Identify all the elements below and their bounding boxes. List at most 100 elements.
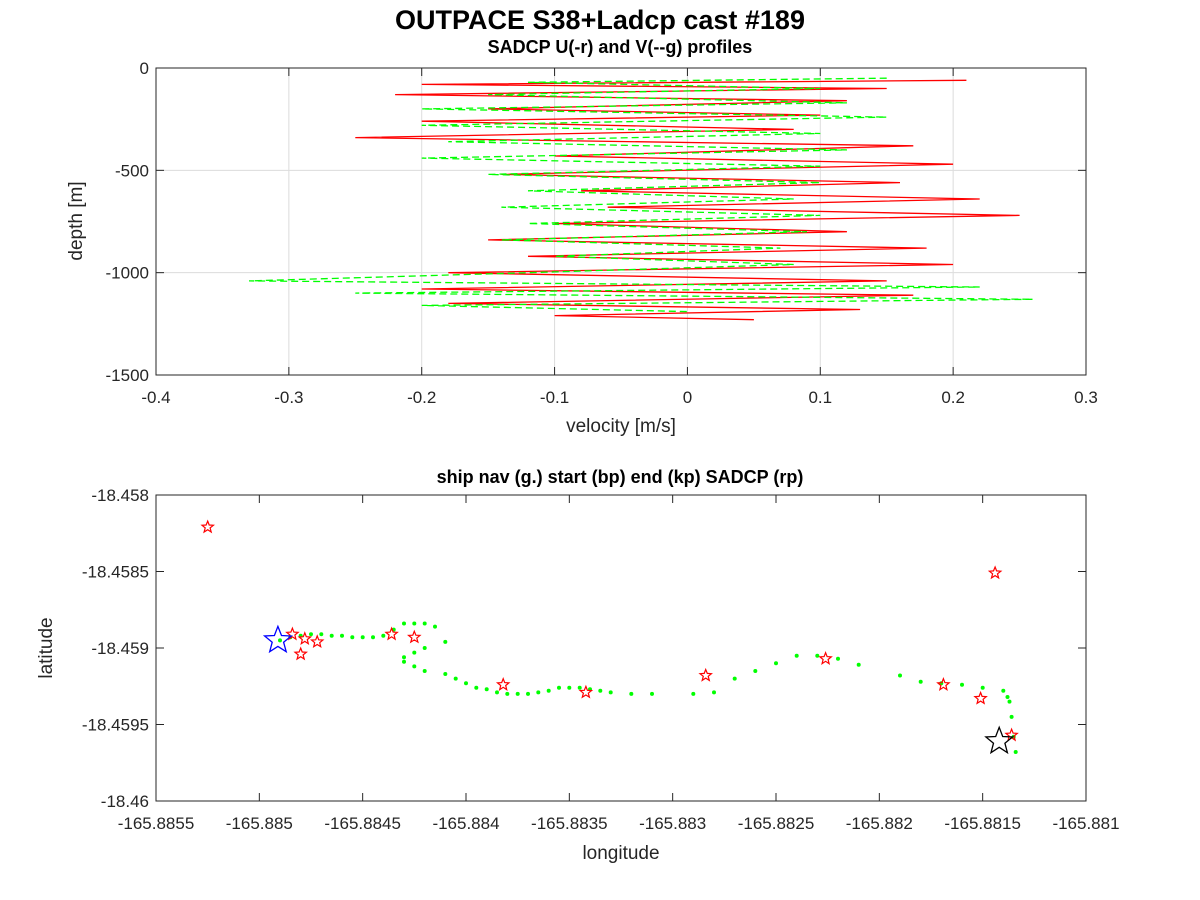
ship-nav-point bbox=[278, 638, 282, 643]
ship-nav-point bbox=[567, 685, 572, 690]
profile-x-tick-label: -0.3 bbox=[274, 388, 303, 407]
nav-y-tick-label: -18.4595 bbox=[82, 716, 149, 735]
nav-x-tick-label: -165.881 bbox=[1052, 814, 1119, 833]
ship-nav-point bbox=[371, 635, 375, 640]
ship-nav-point bbox=[402, 621, 406, 626]
ship-nav-point bbox=[753, 669, 758, 673]
ship-nav-point bbox=[546, 688, 551, 693]
ship-nav-point bbox=[360, 635, 365, 640]
profile-axes-box bbox=[155, 67, 1087, 376]
ship-nav-point bbox=[515, 691, 520, 696]
sadcp-point bbox=[297, 631, 313, 646]
ship-nav-point bbox=[319, 632, 324, 637]
nav-marks bbox=[200, 519, 1019, 755]
sadcp-point bbox=[285, 626, 300, 641]
nav-x-tick-label: -165.884 bbox=[432, 814, 499, 833]
profile-chart: SADCP U(-r) and V(--g) profiles -0.4 -0.3… bbox=[66, 37, 1098, 437]
ship-nav-point bbox=[433, 624, 437, 629]
ship-nav-point bbox=[412, 650, 417, 655]
sadcp-point bbox=[698, 667, 713, 682]
ship-nav-point bbox=[495, 690, 499, 695]
sadcp-point bbox=[200, 519, 215, 534]
sadcp-point bbox=[495, 677, 511, 691]
ship-nav-point bbox=[474, 685, 479, 690]
nav-x-axis-label: longitude bbox=[582, 843, 659, 864]
profile-x-axis-label: velocity [m/s] bbox=[566, 416, 676, 437]
profile-ticks: -0.4 -0.3 -0.2 -0.1 0 0.1 0.2 0.3 -1500 -1000 -500… bbox=[106, 59, 1098, 407]
ship-nav-point bbox=[536, 690, 541, 695]
ship-nav-point bbox=[464, 681, 468, 686]
ship-nav-point bbox=[898, 673, 902, 678]
ship-nav-point bbox=[691, 691, 696, 696]
ship-nav-point bbox=[402, 655, 406, 660]
ship-nav-point bbox=[422, 646, 427, 650]
sadcp-point bbox=[407, 629, 422, 644]
ship-nav-point bbox=[1013, 750, 1018, 754]
profile-x-tick-label: 0.1 bbox=[808, 388, 832, 407]
ship-nav-point bbox=[836, 656, 840, 661]
sadcp-point bbox=[309, 634, 325, 649]
ship-nav-point bbox=[1005, 695, 1010, 699]
ship-nav-point bbox=[650, 691, 654, 696]
ship-nav-point bbox=[402, 659, 406, 664]
v-velocity-line bbox=[248, 77, 1033, 313]
sadcp-point bbox=[987, 565, 1003, 580]
nav-ticks: -165.8855 -165.885 -165.8845 -165.884 -165.8… bbox=[82, 486, 1120, 833]
ship-nav-point bbox=[629, 691, 634, 696]
ship-nav-point bbox=[412, 621, 417, 626]
ship-nav-point bbox=[443, 672, 448, 676]
profile-series bbox=[248, 77, 1033, 321]
nav-x-tick-label: -165.8845 bbox=[324, 814, 401, 833]
ship-nav-point bbox=[329, 633, 334, 638]
ship-nav-point bbox=[526, 691, 530, 696]
start-marker bbox=[262, 624, 293, 654]
nav-y-tick-label: -18.4585 bbox=[82, 563, 149, 582]
ship-nav-point bbox=[960, 682, 964, 687]
nav-y-tick-label: -18.46 bbox=[101, 792, 149, 811]
sadcp-point bbox=[936, 677, 951, 691]
profile-y-tick-label: -1000 bbox=[106, 264, 149, 283]
ship-nav-point bbox=[712, 690, 716, 695]
nav-x-tick-label: -165.8815 bbox=[944, 814, 1021, 833]
sadcp-point bbox=[578, 684, 594, 699]
ship-nav-point bbox=[598, 688, 603, 693]
profile-chart-title: SADCP U(-r) and V(--g) profiles bbox=[488, 37, 753, 57]
profile-y-tick-label: 0 bbox=[140, 59, 149, 78]
ship-nav-point bbox=[794, 653, 799, 658]
ship-nav-point bbox=[918, 679, 923, 684]
ship-nav-point bbox=[350, 635, 355, 640]
profile-x-tick-label: 0.2 bbox=[941, 388, 965, 407]
profile-y-axis-label: depth [m] bbox=[66, 181, 87, 260]
sadcp-point bbox=[818, 651, 833, 665]
ship-nav-point bbox=[815, 653, 820, 658]
profile-x-tick-label: 0 bbox=[683, 388, 692, 407]
figure-title: OUTPACE S38+Ladcp cast #189 bbox=[395, 5, 805, 35]
u-velocity-line bbox=[355, 79, 1020, 321]
nav-x-tick-label: -165.883 bbox=[639, 814, 706, 833]
ship-nav-point bbox=[732, 676, 737, 681]
ship-nav-point bbox=[557, 685, 561, 690]
profile-y-tick-label: -500 bbox=[115, 161, 149, 180]
profile-x-tick-label: -0.1 bbox=[540, 388, 569, 407]
ship-nav-point bbox=[505, 691, 510, 696]
ship-nav-point bbox=[309, 632, 313, 637]
profile-x-tick-label: -0.2 bbox=[407, 388, 436, 407]
nav-y-tick-label: -18.459 bbox=[91, 639, 149, 658]
nav-x-tick-label: -165.8825 bbox=[738, 814, 815, 833]
ship-nav-point bbox=[484, 687, 489, 692]
sadcp-point bbox=[293, 646, 308, 661]
end-marker bbox=[984, 725, 1015, 755]
ship-nav-point bbox=[774, 661, 778, 666]
ship-nav-point bbox=[422, 669, 427, 673]
sadcp-point bbox=[973, 690, 988, 705]
ship-nav-point bbox=[608, 690, 613, 695]
ship-nav-point bbox=[856, 662, 861, 667]
nav-x-tick-label: -165.882 bbox=[846, 814, 913, 833]
sadcp-point bbox=[384, 626, 399, 641]
nav-x-tick-label: -165.8855 bbox=[118, 814, 195, 833]
ship-nav-point bbox=[577, 685, 582, 690]
nav-y-axis-label: latitude bbox=[36, 617, 57, 678]
nav-y-tick-label: -18.458 bbox=[91, 486, 149, 505]
ship-nav-point bbox=[980, 685, 985, 690]
